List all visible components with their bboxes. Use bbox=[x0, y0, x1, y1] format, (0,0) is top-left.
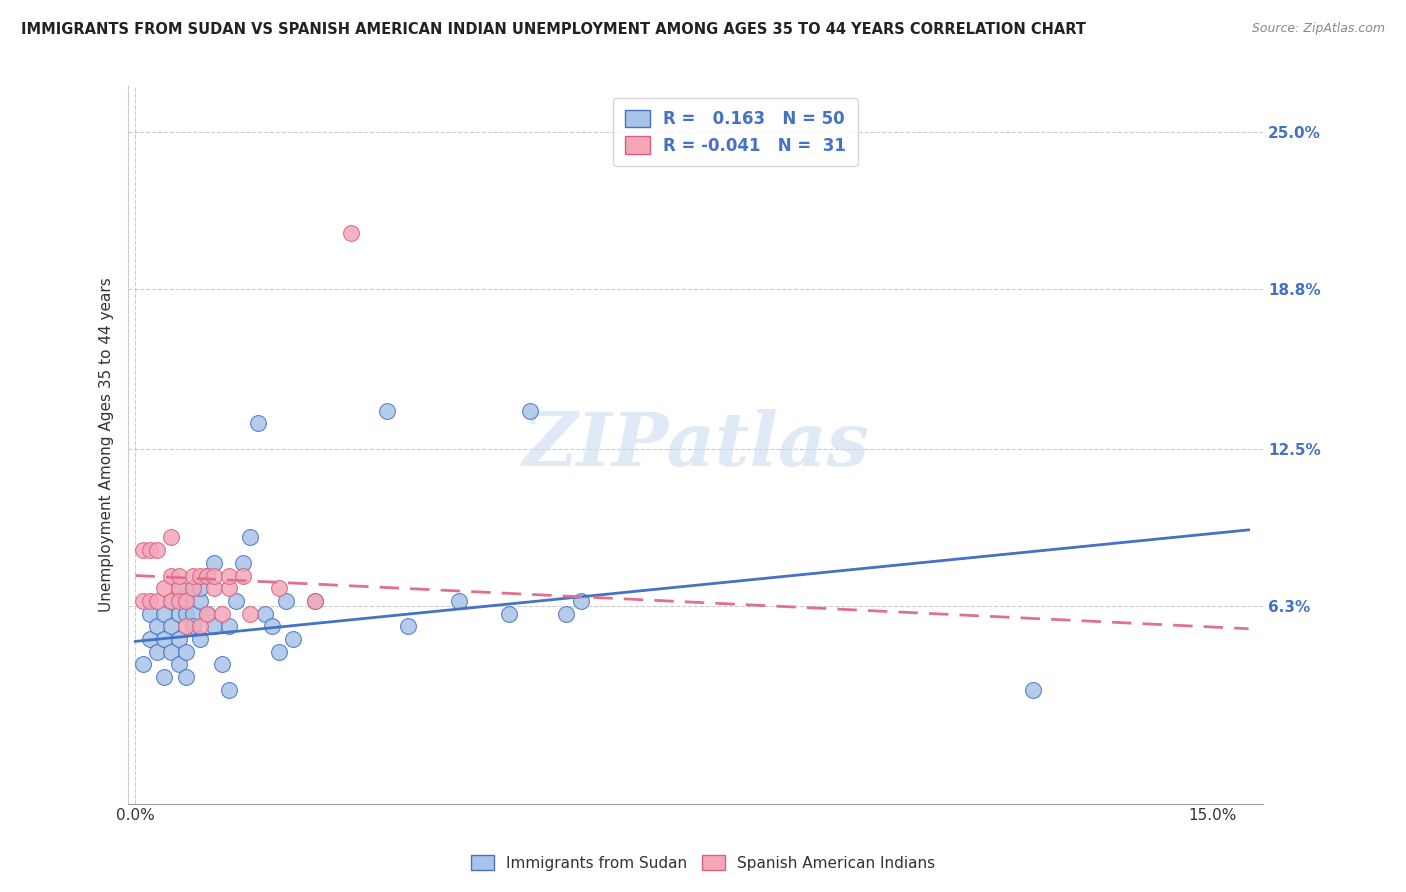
Point bbox=[174, 594, 197, 608]
Point bbox=[555, 607, 578, 621]
Point bbox=[267, 581, 290, 595]
Point bbox=[188, 568, 211, 582]
Point bbox=[246, 417, 269, 431]
Point bbox=[569, 594, 592, 608]
Point bbox=[218, 568, 240, 582]
Point bbox=[204, 568, 226, 582]
Point bbox=[181, 619, 204, 633]
Point bbox=[160, 594, 183, 608]
Point bbox=[204, 581, 226, 595]
Point bbox=[195, 568, 218, 582]
Point bbox=[276, 594, 298, 608]
Point bbox=[174, 607, 197, 621]
Point bbox=[167, 581, 190, 595]
Point bbox=[267, 644, 290, 658]
Point bbox=[160, 619, 183, 633]
Point bbox=[181, 568, 204, 582]
Point bbox=[232, 568, 254, 582]
Point bbox=[160, 594, 183, 608]
Point bbox=[153, 632, 176, 646]
Point bbox=[232, 556, 254, 570]
Point bbox=[260, 619, 283, 633]
Point bbox=[204, 619, 226, 633]
Point bbox=[153, 581, 176, 595]
Point bbox=[218, 581, 240, 595]
Point bbox=[146, 619, 169, 633]
Point bbox=[167, 594, 190, 608]
Point bbox=[181, 581, 204, 595]
Point bbox=[139, 632, 162, 646]
Text: Source: ZipAtlas.com: Source: ZipAtlas.com bbox=[1251, 22, 1385, 36]
Point bbox=[153, 670, 176, 684]
Text: ZIPatlas: ZIPatlas bbox=[522, 409, 869, 482]
Point bbox=[340, 227, 363, 241]
Point bbox=[188, 632, 211, 646]
Point bbox=[304, 594, 326, 608]
Point bbox=[167, 568, 190, 582]
Point bbox=[167, 632, 190, 646]
Legend: R =   0.163   N = 50, R = -0.041   N =  31: R = 0.163 N = 50, R = -0.041 N = 31 bbox=[613, 98, 858, 166]
Point bbox=[195, 607, 218, 621]
Point bbox=[167, 581, 190, 595]
Point bbox=[498, 607, 520, 621]
Point bbox=[131, 657, 153, 672]
Point bbox=[218, 619, 240, 633]
Point bbox=[153, 607, 176, 621]
Point bbox=[146, 594, 169, 608]
Point bbox=[167, 657, 190, 672]
Point bbox=[167, 607, 190, 621]
Point bbox=[146, 644, 169, 658]
Point bbox=[283, 632, 305, 646]
Point bbox=[239, 607, 262, 621]
Y-axis label: Unemployment Among Ages 35 to 44 years: Unemployment Among Ages 35 to 44 years bbox=[100, 277, 114, 613]
Point bbox=[174, 644, 197, 658]
Point bbox=[160, 568, 183, 582]
Point bbox=[396, 619, 419, 633]
Point bbox=[139, 594, 162, 608]
Point bbox=[519, 404, 541, 418]
Point bbox=[195, 568, 218, 582]
Point bbox=[160, 531, 183, 545]
Point bbox=[188, 581, 211, 595]
Point bbox=[160, 644, 183, 658]
Point bbox=[239, 531, 262, 545]
Point bbox=[218, 682, 240, 697]
Point bbox=[139, 607, 162, 621]
Point bbox=[146, 543, 169, 558]
Point bbox=[188, 619, 211, 633]
Point bbox=[304, 594, 326, 608]
Point bbox=[211, 657, 233, 672]
Point bbox=[188, 594, 211, 608]
Point bbox=[131, 594, 153, 608]
Text: IMMIGRANTS FROM SUDAN VS SPANISH AMERICAN INDIAN UNEMPLOYMENT AMONG AGES 35 TO 4: IMMIGRANTS FROM SUDAN VS SPANISH AMERICA… bbox=[21, 22, 1085, 37]
Point bbox=[131, 543, 153, 558]
Point bbox=[253, 607, 276, 621]
Point bbox=[225, 594, 247, 608]
Point bbox=[447, 594, 470, 608]
Point bbox=[211, 607, 233, 621]
Point bbox=[181, 607, 204, 621]
Point bbox=[174, 619, 197, 633]
Point bbox=[174, 670, 197, 684]
Legend: Immigrants from Sudan, Spanish American Indians: Immigrants from Sudan, Spanish American … bbox=[461, 846, 945, 880]
Point bbox=[181, 581, 204, 595]
Point bbox=[375, 404, 398, 418]
Point bbox=[204, 556, 226, 570]
Point bbox=[174, 594, 197, 608]
Point bbox=[195, 607, 218, 621]
Point bbox=[139, 543, 162, 558]
Point bbox=[1022, 682, 1045, 697]
